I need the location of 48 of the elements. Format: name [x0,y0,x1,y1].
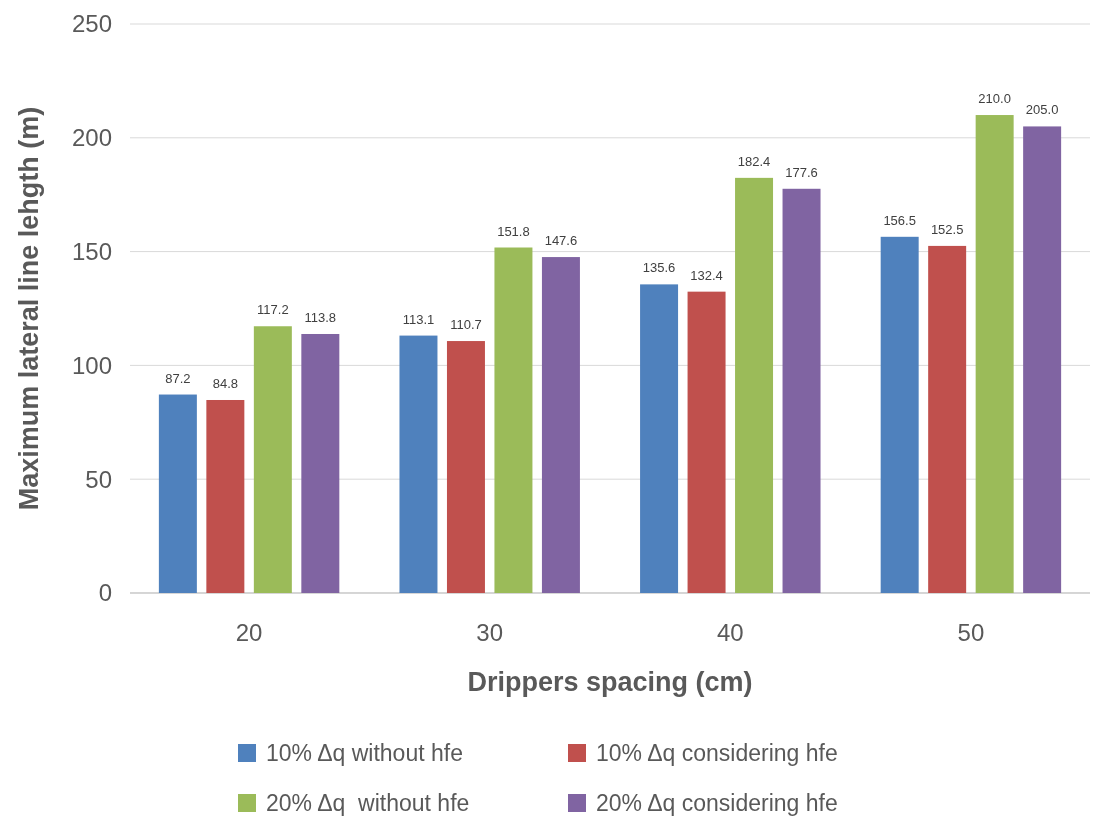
data-label: 156.5 [883,212,916,228]
data-label: 135.6 [642,260,676,276]
bar [158,394,197,593]
bar [301,333,340,593]
data-label: 113.8 [304,309,337,325]
y-tick-label: 250 [71,10,112,38]
legend-label: 10% Δq without hfe [266,740,463,767]
data-label: 205.0 [1025,102,1059,118]
bar [1023,126,1062,593]
bar [541,257,580,593]
data-label: 151.8 [497,223,530,239]
y-tick-label: 0 [98,579,112,607]
bar [687,291,726,593]
bar [782,188,821,593]
legend-label: 20% Δq considering hfe [596,790,838,817]
data-label: 110.7 [450,317,482,333]
y-axis-title: Maximum lateral line lehgth (m) [14,106,44,511]
y-tick-label: 100 [71,351,112,379]
bar [206,400,245,593]
bar [494,247,533,593]
bar [880,236,919,593]
data-label: 152.5 [930,221,964,237]
bar [928,245,967,593]
data-label: 182.4 [737,153,771,169]
x-tick-label: 50 [957,619,985,646]
x-tick-label: 40 [716,619,744,646]
data-label: 210.0 [978,91,1011,107]
y-tick-label: 150 [71,238,112,265]
bar [975,115,1014,593]
x-tick-label: 20 [235,619,263,646]
y-tick-label: 50 [85,465,112,493]
x-tick-label: 30 [476,619,504,646]
data-label: 113.1 [402,311,435,327]
data-label: 87.2 [165,370,191,386]
bar [253,326,292,593]
legend-label: 10% Δq considering hfe [596,740,838,767]
bar [446,341,485,593]
data-label: 132.4 [690,267,723,283]
legend-label: 20% Δq without hfe [266,790,470,817]
data-label: 147.6 [544,233,578,249]
x-axis-title: Drippers spacing (cm) [467,667,753,697]
bar [735,177,774,593]
data-label: 117.2 [257,302,289,318]
y-tick-label: 200 [71,124,112,152]
bar [399,335,438,593]
bar [640,284,679,593]
data-label: 84.8 [212,376,239,391]
data-label: 177.6 [785,164,818,180]
